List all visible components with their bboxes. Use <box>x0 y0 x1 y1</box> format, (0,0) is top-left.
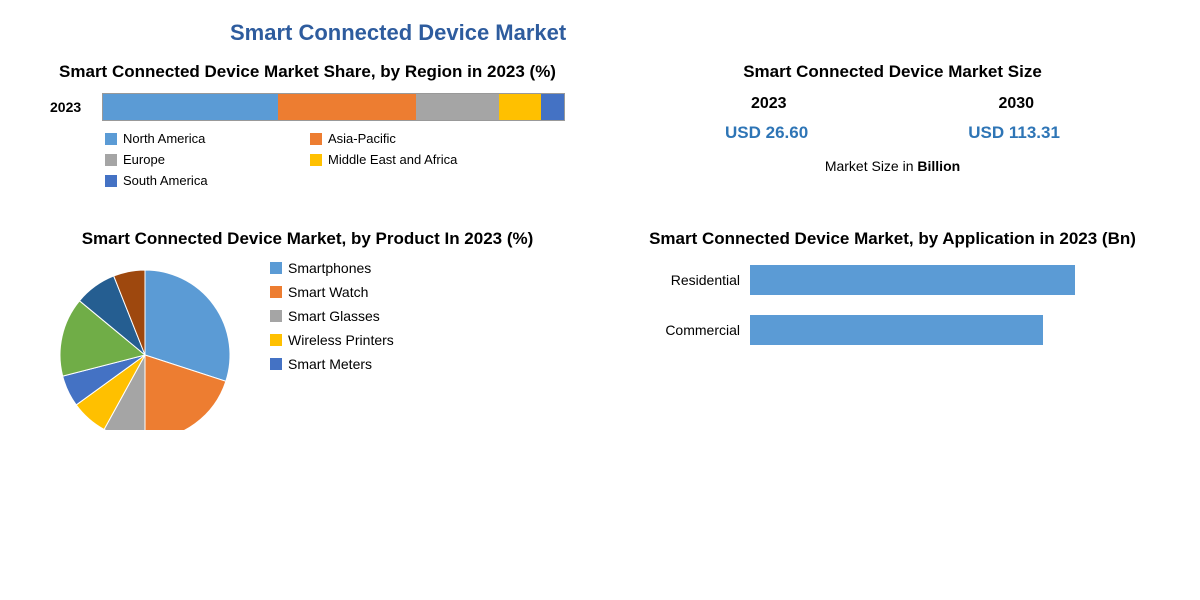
legend-label: Smartphones <box>288 260 371 276</box>
legend-label: South America <box>123 173 208 188</box>
hbar-row: Commercial <box>645 315 1140 345</box>
legend-item: Smart Glasses <box>270 308 445 324</box>
pie-legend: Smartphones Smart Watch Smart Glasses Wirel… <box>270 260 445 372</box>
stacked-bar <box>102 93 565 121</box>
product-chart-title: Smart Connected Device Market, by Produc… <box>50 228 565 250</box>
legend-swatch <box>270 310 282 322</box>
main-title: Smart Connected Device Market <box>230 20 1170 46</box>
size-year-0: 2023 <box>751 95 787 113</box>
legend-label: Smart Watch <box>288 284 368 300</box>
legend-label: Smart Glasses <box>288 308 380 324</box>
legend-swatch <box>270 334 282 346</box>
size-unit-bold: Billion <box>917 158 960 174</box>
legend-item: Smartphones <box>270 260 445 276</box>
legend-swatch <box>270 358 282 370</box>
legend-item: Smart Meters <box>270 356 445 372</box>
legend-swatch <box>270 286 282 298</box>
application-chart-section: Smart Connected Device Market, by Applic… <box>615 218 1170 430</box>
market-size-title: Smart Connected Device Market Size <box>645 61 1140 83</box>
application-chart-title: Smart Connected Device Market, by Applic… <box>645 228 1140 250</box>
stacked-bar-wrap: 2023 <box>50 93 565 121</box>
product-chart-section: Smart Connected Device Market, by Produc… <box>30 218 585 430</box>
size-values-row: USD 26.60 USD 113.31 <box>645 123 1140 143</box>
legend-item: North America <box>105 131 280 146</box>
legend-swatch <box>105 154 117 166</box>
size-value-1: USD 113.31 <box>968 123 1060 143</box>
legend-label: Middle East and Africa <box>328 152 457 167</box>
stacked-segment <box>541 94 564 120</box>
hbar-label: Commercial <box>645 322 740 338</box>
stacked-segment <box>278 94 416 120</box>
hbar-label: Residential <box>645 272 740 288</box>
legend-swatch <box>105 175 117 187</box>
legend-swatch <box>310 154 322 166</box>
legend-item: Asia-Pacific <box>310 131 485 146</box>
legend-label: North America <box>123 131 205 146</box>
pie-container: Smartphones Smart Watch Smart Glasses Wirel… <box>50 260 565 430</box>
size-year-1: 2030 <box>998 95 1034 113</box>
region-chart-title: Smart Connected Device Market Share, by … <box>50 61 565 83</box>
hbar-track <box>750 315 1140 345</box>
size-unit-prefix: Market Size in <box>825 158 918 174</box>
region-year-label: 2023 <box>50 99 90 115</box>
legend-swatch <box>310 133 322 145</box>
pie-chart-svg <box>50 260 240 430</box>
size-value-0: USD 26.60 <box>725 123 808 143</box>
region-chart-section: Smart Connected Device Market Share, by … <box>30 61 585 188</box>
hbar-chart: Residential Commercial <box>645 265 1140 345</box>
stacked-segment <box>499 94 540 120</box>
size-unit-label: Market Size in Billion <box>645 158 1140 174</box>
stacked-segment <box>416 94 499 120</box>
legend-item: Europe <box>105 152 280 167</box>
content-grid: Smart Connected Device Market Share, by … <box>30 61 1170 430</box>
hbar-track <box>750 265 1140 295</box>
legend-label: Wireless Printers <box>288 332 394 348</box>
legend-label: Asia-Pacific <box>328 131 396 146</box>
size-years-row: 2023 2030 <box>645 95 1140 113</box>
legend-swatch <box>105 133 117 145</box>
legend-label: Smart Meters <box>288 356 372 372</box>
legend-item: Wireless Printers <box>270 332 445 348</box>
market-size-section: Smart Connected Device Market Size 2023 … <box>615 61 1170 188</box>
hbar-fill <box>750 315 1043 345</box>
legend-label: Europe <box>123 152 165 167</box>
legend-item: Middle East and Africa <box>310 152 485 167</box>
legend-swatch <box>270 262 282 274</box>
legend-item: Smart Watch <box>270 284 445 300</box>
region-legend: North America Asia-Pacific Europe Middle Ea… <box>105 131 565 188</box>
hbar-row: Residential <box>645 265 1140 295</box>
hbar-fill <box>750 265 1075 295</box>
stacked-segment <box>103 94 278 120</box>
legend-item: South America <box>105 173 280 188</box>
